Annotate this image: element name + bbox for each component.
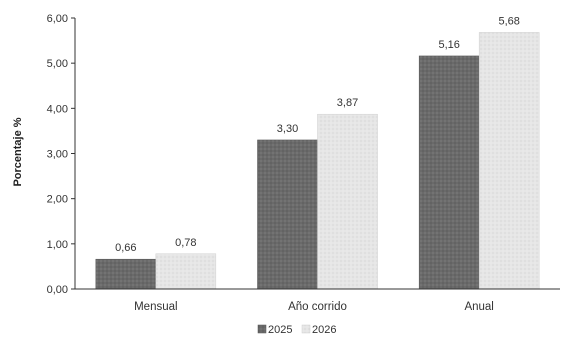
y-tick-label: 3,00 [47, 149, 68, 161]
y-tick-label: 2,00 [47, 194, 68, 206]
data-label: 3,87 [337, 97, 358, 109]
legend-swatch-2026 [301, 324, 311, 334]
category-label: Mensual [134, 301, 177, 313]
y-tick-label: 0,00 [47, 284, 68, 296]
bar-2025-1 [95, 258, 157, 290]
legend: 2025 2026 [257, 324, 336, 336]
y-tick-label: 5,00 [47, 58, 68, 70]
y-tick-label: 6,00 [47, 13, 68, 25]
data-label: 0,78 [175, 237, 196, 249]
y-tick-label: 4,00 [47, 103, 68, 115]
bar-2026-2 [317, 113, 378, 290]
bar-2025-2 [257, 139, 318, 290]
y-axis-title: Porcentaje % [12, 117, 24, 186]
data-label: 0,66 [115, 242, 136, 254]
y-tick-label: 1,00 [47, 239, 68, 251]
category-label: Año corrido [288, 301, 347, 313]
category-label: Anual [464, 301, 493, 313]
bar-2025-3 [418, 55, 480, 290]
data-label: 5,16 [438, 39, 459, 51]
legend-label-2025: 2025 [268, 324, 292, 336]
data-label: 3,30 [277, 123, 298, 135]
bar-2026-3 [478, 32, 540, 290]
bar-2026-1 [155, 253, 217, 290]
legend-swatch-2025 [257, 324, 267, 334]
legend-label-2026: 2026 [312, 324, 336, 336]
data-label: 5,68 [498, 15, 519, 27]
